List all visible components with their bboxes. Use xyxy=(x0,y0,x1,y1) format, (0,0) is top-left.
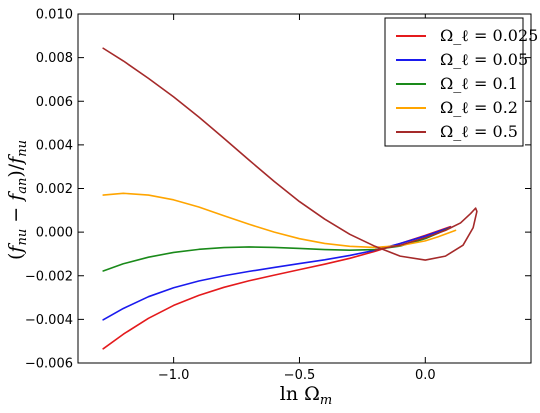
series-line-3 xyxy=(102,192,457,249)
y-tick-label: −0.004 xyxy=(25,313,73,328)
legend: Ω_ℓ = 0.025 Ω_ℓ = 0.05 Ω_ℓ = 0.1 Ω_ℓ = 0.2 Ω… xyxy=(384,17,538,147)
y-tick-label: 0.008 xyxy=(36,51,73,66)
x-tick-label: −0.5 xyxy=(284,368,316,383)
y-tick-label: 0.010 xyxy=(36,8,73,23)
x-tick-label: −1.0 xyxy=(158,368,190,383)
series-line-4 xyxy=(102,47,478,261)
plot-series-group xyxy=(102,47,478,350)
y-tick-label: 0.000 xyxy=(36,226,73,241)
series-line-1 xyxy=(102,226,452,321)
legend-label-3: Ω_ℓ = 0.2 xyxy=(440,98,518,117)
y-tick-label: −0.006 xyxy=(25,357,73,372)
y-tick-label: 0.006 xyxy=(36,95,73,110)
y-axis-title: (fnu − fan)/fnu xyxy=(5,140,30,260)
y-axis: −0.006 −0.004 −0.002 0.000 0.002 0.004 0.006 0.… xyxy=(25,8,531,372)
legend-label-1: Ω_ℓ = 0.05 xyxy=(440,50,528,69)
x-axis: −1.0 −0.5 0.0 xyxy=(158,14,436,383)
legend-label-0: Ω_ℓ = 0.025 xyxy=(440,26,538,45)
y-tick-label: 0.002 xyxy=(36,182,73,197)
legend-box xyxy=(384,17,524,147)
legend-label-4: Ω_ℓ = 0.5 xyxy=(440,122,518,141)
y-tick-label: −0.002 xyxy=(25,269,73,284)
y-tick-label: 0.004 xyxy=(36,138,73,153)
legend-label-2: Ω_ℓ = 0.1 xyxy=(440,74,518,93)
x-axis-title: ln Ωm xyxy=(280,383,332,408)
series-line-2 xyxy=(102,226,452,272)
x-tick-label: 0.0 xyxy=(415,368,436,383)
